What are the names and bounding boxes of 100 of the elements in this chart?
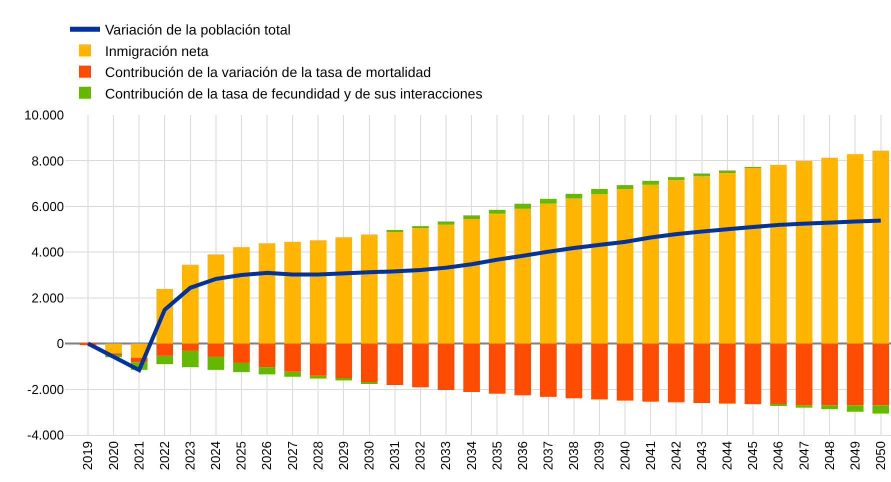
y-tick-label: 0	[56, 336, 64, 352]
line-series	[86, 218, 883, 372]
bar	[463, 215, 480, 219]
x-tick-label: 2019	[80, 441, 96, 470]
bar	[386, 231, 404, 344]
x-tick-label: 2044	[720, 441, 735, 470]
x-tick-label: 2022	[156, 441, 172, 470]
bar	[233, 344, 250, 363]
bar	[591, 344, 608, 400]
bar	[335, 237, 352, 344]
y-tick-label: -2.000	[27, 382, 64, 397]
x-tick-label: 2021	[131, 441, 146, 470]
y-tick-label: 6.000	[31, 198, 64, 214]
bar	[335, 344, 352, 379]
bar	[182, 350, 199, 368]
bar	[156, 356, 174, 364]
bar	[233, 247, 250, 344]
bar	[642, 344, 659, 402]
bar	[693, 344, 710, 403]
bar	[208, 254, 224, 344]
bar	[258, 344, 276, 368]
x-tick-label: 2050	[872, 441, 888, 470]
bar	[668, 177, 684, 180]
bar	[488, 344, 506, 394]
bar	[284, 242, 301, 344]
x-tick-label: 2043	[694, 441, 709, 470]
x-tick-label: 2049	[847, 441, 862, 470]
x-tick-label: 2028	[310, 441, 326, 470]
legend-label: Variación de la población total	[105, 22, 291, 38]
x-tick-label: 2023	[182, 441, 198, 470]
y-tick-label: 4.000	[31, 244, 64, 260]
bar	[668, 180, 684, 344]
bar	[566, 344, 582, 398]
bar	[488, 210, 506, 214]
bar	[361, 344, 378, 382]
bar	[438, 222, 454, 224]
bar	[693, 176, 710, 344]
bar	[616, 189, 634, 344]
bar	[310, 344, 326, 376]
bar	[514, 204, 532, 209]
bar	[770, 344, 787, 405]
bar	[156, 344, 174, 356]
bar	[284, 344, 301, 372]
bar	[616, 344, 634, 400]
bar	[872, 150, 890, 344]
x-tick-label: 2037	[540, 441, 556, 470]
bar	[846, 405, 864, 412]
bar	[208, 356, 224, 370]
bar	[693, 174, 710, 176]
bar	[105, 344, 122, 354]
bar	[744, 344, 762, 404]
x-tick-label: 2036	[514, 441, 530, 470]
x-tick-label: 2041	[642, 441, 658, 470]
bar	[463, 344, 480, 392]
x-tick-label: 2047	[796, 441, 812, 470]
bar	[719, 172, 736, 344]
bar	[566, 198, 582, 344]
y-tick-label: 10.000	[24, 108, 64, 123]
x-tick-label: 2039	[592, 441, 607, 470]
bar	[719, 344, 736, 404]
x-tick-label: 2029	[336, 441, 351, 470]
x-tick-label: 2032	[412, 441, 428, 470]
legend-label: Inmigración neta	[105, 42, 209, 59]
x-tick-label: 2030	[362, 441, 377, 470]
bar	[540, 198, 557, 204]
x-tick-label: 2025	[234, 441, 249, 470]
bar	[642, 184, 659, 344]
bar	[514, 344, 532, 396]
bar	[540, 344, 557, 397]
bar	[412, 344, 429, 388]
y-tick-label: 2.000	[31, 290, 64, 306]
bar	[591, 194, 608, 344]
y-tick-label: -4.000	[27, 428, 64, 443]
bar	[566, 194, 582, 198]
x-tick-label: 2026	[259, 441, 274, 470]
x-tick-label: 2038	[566, 441, 582, 470]
bar	[514, 208, 532, 344]
bar	[361, 234, 378, 344]
x-tick-label: 2045	[745, 441, 760, 470]
x-tick-label: 2034	[464, 441, 479, 470]
bar	[438, 224, 454, 344]
bar	[208, 344, 224, 357]
bar	[642, 180, 659, 185]
bar	[258, 367, 276, 374]
bar	[284, 372, 301, 377]
x-tick-label: 2048	[822, 441, 837, 470]
bar	[591, 189, 608, 194]
x-tick-label: 2046	[770, 441, 786, 470]
x-tick-label: 2031	[387, 441, 402, 470]
bar	[770, 164, 787, 344]
bar	[310, 376, 326, 379]
bar	[872, 405, 890, 414]
bar	[872, 344, 890, 406]
bar	[540, 203, 557, 344]
bar	[616, 185, 634, 190]
bar	[846, 154, 864, 344]
x-tick-label: 2024	[208, 441, 224, 470]
bar	[668, 344, 684, 402]
bar	[796, 160, 812, 344]
bar	[412, 228, 429, 344]
